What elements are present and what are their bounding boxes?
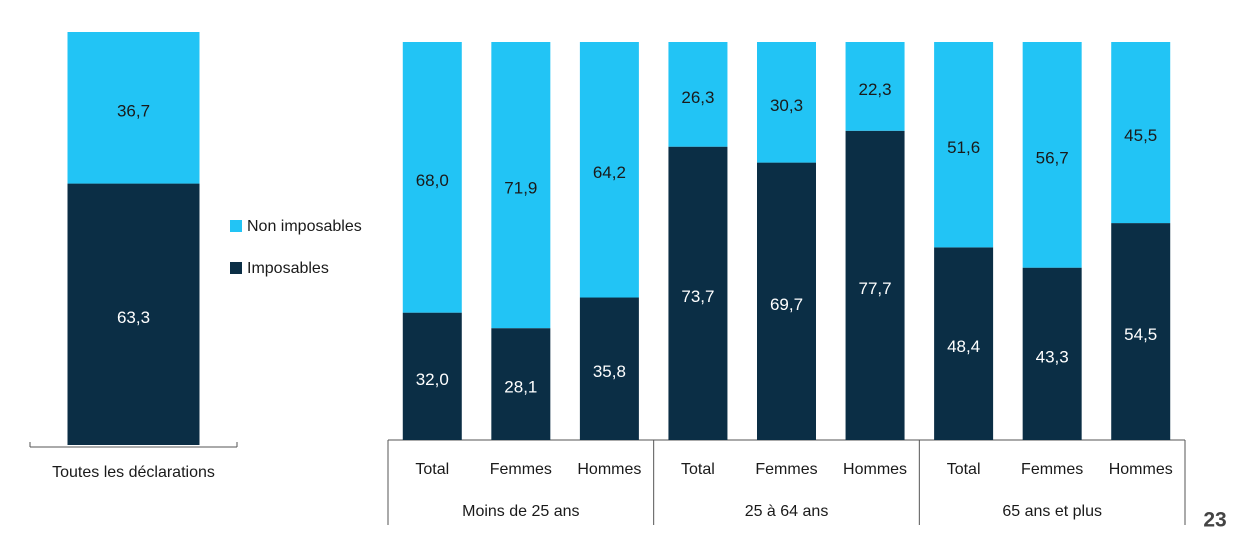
value-label: 56,7 [1036, 148, 1069, 167]
value-label: 26,3 [681, 88, 714, 107]
x-tick-label: Hommes [843, 461, 907, 478]
value-label: 30,3 [770, 96, 803, 115]
value-label: 28,1 [504, 378, 537, 397]
legend-swatch [230, 220, 242, 232]
value-label: 22,3 [859, 80, 892, 99]
value-label: 68,0 [416, 171, 449, 190]
value-label: 32,0 [416, 370, 449, 389]
bar-segment [1111, 42, 1171, 224]
value-label: 51,6 [947, 138, 980, 157]
bar-segment [402, 42, 462, 313]
group-label: 25 à 64 ans [745, 503, 829, 520]
x-tick-label: Total [681, 461, 715, 478]
value-label: 54,5 [1124, 325, 1157, 344]
group-label: Moins de 25 ans [462, 503, 579, 520]
x-tick-label: Femmes [490, 461, 552, 478]
bar-segment [668, 42, 728, 147]
value-label: 35,8 [593, 362, 626, 381]
legend-label: Non imposables [247, 218, 362, 235]
value-label: 45,5 [1124, 126, 1157, 145]
value-label: 71,9 [504, 179, 537, 198]
bar-segment [579, 42, 639, 298]
value-label: 64,2 [593, 163, 626, 182]
value-label: 73,7 [681, 287, 714, 306]
bar-segment [402, 312, 462, 440]
bar-segment [1022, 42, 1082, 268]
bar-segment [845, 130, 905, 440]
value-label: 36,7 [117, 101, 150, 120]
bar-segment [491, 42, 551, 329]
x-tick-label: Total [947, 461, 981, 478]
value-label: 77,7 [859, 279, 892, 298]
bar-segment [845, 42, 905, 131]
x-tick-label: Toutes les déclarations [52, 464, 215, 481]
page-number: 23 [1203, 509, 1226, 532]
legend-swatch [230, 262, 242, 274]
value-label: 48,4 [947, 337, 980, 356]
value-label: 63,3 [117, 308, 150, 327]
x-tick-label: Femmes [1021, 461, 1083, 478]
bar-segment [934, 247, 994, 440]
bar-segment [1022, 267, 1082, 440]
bar-segment [757, 162, 816, 440]
bar-segment [579, 297, 639, 440]
legend-label: Imposables [247, 260, 329, 277]
x-tick-label: Total [415, 461, 449, 478]
bar-segment [934, 42, 994, 248]
x-tick-label: Femmes [755, 461, 817, 478]
x-tick-label: Hommes [577, 461, 641, 478]
bar-segment [757, 42, 816, 163]
group-label: 65 ans et plus [1002, 503, 1102, 520]
bar-segment [67, 183, 200, 446]
value-label: 69,7 [770, 295, 803, 314]
bar-segment [1111, 223, 1171, 440]
bar-segment [668, 146, 728, 440]
value-label: 43,3 [1036, 347, 1069, 366]
bar-segment [491, 328, 551, 440]
bar-segment [67, 32, 200, 184]
x-tick-label: Hommes [1109, 461, 1173, 478]
